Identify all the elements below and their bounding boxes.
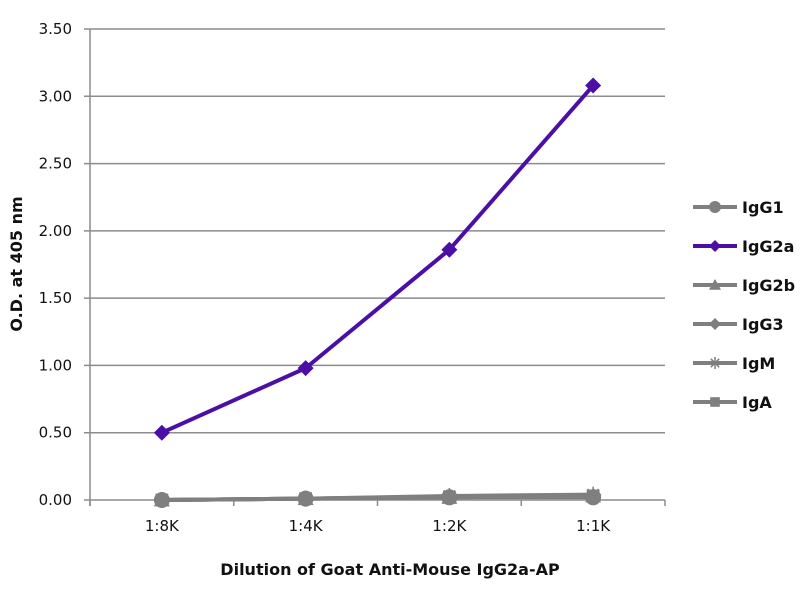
y-tick-label: 2.50 <box>39 155 72 173</box>
y-tick-label: 2.00 <box>39 222 72 240</box>
legend-label: IgA <box>742 393 772 412</box>
legend-label: IgM <box>742 354 775 373</box>
legend-label: IgG2b <box>742 276 795 295</box>
y-tick-label: 3.50 <box>39 20 72 38</box>
x-axis-title: Dilution of Goat Anti-Mouse IgG2a-AP <box>220 560 560 579</box>
y-axis-title: O.D. at 405 nm <box>7 196 26 331</box>
x-tick-label: 1:4K <box>289 517 324 535</box>
marker-triangle <box>709 279 721 290</box>
marker-diamond <box>297 360 314 377</box>
marker-square <box>586 489 600 503</box>
star-stroke <box>710 358 720 368</box>
marker-diamond <box>153 424 170 441</box>
marker-circle <box>709 201 721 213</box>
legend-item: IgM <box>693 354 775 373</box>
y-tick-label: 1.00 <box>39 356 72 374</box>
legend-item: IgG2b <box>693 276 795 295</box>
marker-square <box>710 397 720 407</box>
marker-diamond <box>709 318 721 330</box>
legend-item: IgG1 <box>693 198 784 217</box>
marker-star <box>709 357 721 369</box>
marker-diamond <box>441 241 458 258</box>
series-IgG2a <box>153 77 602 441</box>
x-tick-label: 1:1K <box>576 517 611 535</box>
series-IgA <box>155 489 600 507</box>
legend-label: IgG3 <box>742 315 784 334</box>
marker-square <box>442 490 456 504</box>
y-tick-label: 1.50 <box>39 289 72 307</box>
x-tick-label: 1:8K <box>145 517 180 535</box>
legend-item: IgA <box>693 393 772 412</box>
series-line <box>161 493 594 502</box>
x-tick-label: 1:2K <box>432 517 467 535</box>
marker-square <box>155 493 169 507</box>
y-tick-label: 0.50 <box>39 424 72 442</box>
legend-item: IgG2a <box>693 237 794 256</box>
legend-label: IgG2a <box>742 237 794 256</box>
marker-diamond <box>585 77 602 94</box>
series-line <box>161 84 595 435</box>
legend-item: IgG3 <box>693 315 784 334</box>
marker-diamond <box>709 240 721 252</box>
y-tick-label: 0.00 <box>39 491 72 509</box>
marker-square <box>299 492 313 506</box>
y-tick-label: 3.00 <box>39 87 72 105</box>
legend-label: IgG1 <box>742 198 784 217</box>
